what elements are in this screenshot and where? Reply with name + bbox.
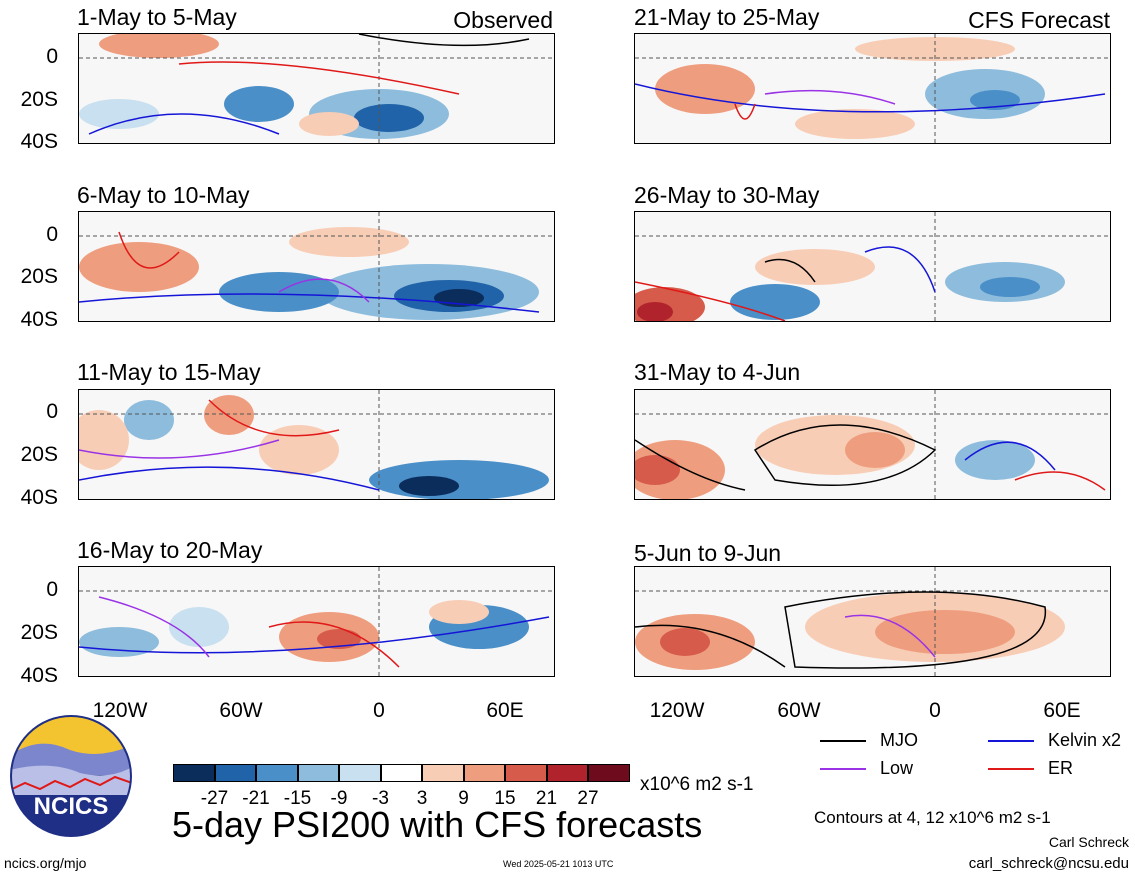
site-link[interactable]: ncics.org/mjo <box>4 855 87 871</box>
lon-label: 60E <box>1043 699 1081 722</box>
legend-line-mjo <box>820 740 866 742</box>
colorbar-cell <box>463 764 505 782</box>
colorbar-tick: -27 <box>200 788 229 809</box>
map-field <box>79 567 554 676</box>
map-field <box>79 34 554 143</box>
map-panel <box>78 389 555 500</box>
lat-label: 40S <box>20 308 58 331</box>
lon-label: 120W <box>92 699 148 722</box>
map-field <box>79 212 554 321</box>
lat-label: 40S <box>20 664 58 687</box>
panel-title: 21-May to 25-May <box>634 4 820 30</box>
legend-line-kelvin <box>988 740 1034 742</box>
colorbar-tick: 27 <box>577 788 599 809</box>
colorbar-cell <box>588 764 630 782</box>
map-panel <box>78 211 555 322</box>
colorbar-tick: -9 <box>330 788 348 809</box>
panel-title: 1-May to 5-May <box>77 4 237 30</box>
map-field <box>635 34 1110 143</box>
logo-text: NCICS <box>33 793 109 820</box>
map-field <box>635 390 1110 499</box>
lat-label: 0 <box>46 578 58 601</box>
panel-title: 11-May to 15-May <box>77 359 261 385</box>
colorbar-tick: -3 <box>372 788 389 809</box>
lat-label: 40S <box>20 130 58 153</box>
lat-label: 20S <box>20 621 58 644</box>
author: Carl Schreck <box>1048 834 1129 850</box>
colorbar-cell <box>505 764 547 782</box>
colorbar-cell <box>546 764 588 782</box>
colorbar-tick: 21 <box>535 788 558 809</box>
colorbar-tick: -21 <box>242 788 270 809</box>
legend-label-low: Low <box>880 758 914 778</box>
panel-title: 5-Jun to 9-Jun <box>634 540 782 566</box>
legend-label-er: ER <box>1048 758 1074 778</box>
lat-label: 40S <box>20 486 58 509</box>
lon-label: 0 <box>373 699 385 722</box>
colorbar-cell <box>380 764 422 782</box>
lon-label: 0 <box>929 699 941 722</box>
lat-label: 0 <box>46 45 58 68</box>
legend-label-kelvin: Kelvin x2 <box>1048 730 1122 750</box>
main-title: 5-day PSI200 with CFS forecasts <box>172 804 703 845</box>
map-field <box>79 390 554 499</box>
legend-line-low <box>820 768 866 770</box>
map-field <box>635 567 1110 676</box>
lat-label: 20S <box>20 88 58 111</box>
legend-line-er <box>988 768 1034 770</box>
lat-label: 20S <box>20 265 58 288</box>
map-panel <box>634 211 1111 322</box>
panel-title: 26-May to 30-May <box>634 182 820 208</box>
panel-tag: Observed <box>453 7 553 33</box>
contours-note: Contours at 4, 12 x10^6 m2 s-1 <box>814 808 1051 827</box>
lon-label: 60E <box>486 699 524 722</box>
panel-title: 6-May to 10-May <box>77 182 250 208</box>
lat-label: 0 <box>46 400 58 423</box>
colorbar-cell <box>214 764 256 782</box>
lon-label: 120W <box>649 699 705 722</box>
colorbar-tick: 3 <box>416 788 428 809</box>
colorbar-tick: 9 <box>458 788 469 809</box>
colorbar-cell <box>297 764 339 782</box>
colorbar-cell <box>256 764 298 782</box>
lon-label: 60W <box>777 699 821 722</box>
map-panel <box>78 566 555 677</box>
legend-label-mjo: MJO <box>880 730 918 750</box>
ncics-logo: NCICS <box>10 715 132 837</box>
colorbar-cell <box>339 764 381 782</box>
colorbar-tick: -15 <box>283 788 312 809</box>
map-panel <box>78 33 555 144</box>
colorbar-cell <box>422 764 464 782</box>
lat-label: 0 <box>46 223 58 246</box>
timestamp: Wed 2025-05-21 1013 UTC <box>503 859 614 869</box>
colorbar-units: x10^6 m2 s-1 <box>640 774 754 795</box>
email-link[interactable]: carl_schreck@ncsu.edu <box>968 855 1129 872</box>
map-field <box>635 212 1110 321</box>
panel-title: 31-May to 4-Jun <box>634 359 801 385</box>
panel-tag: CFS Forecast <box>968 7 1110 33</box>
colorbar-tick: 15 <box>494 788 516 809</box>
map-panel <box>634 389 1111 500</box>
lon-label: 60W <box>219 699 263 722</box>
map-panel <box>634 566 1111 677</box>
colorbar-cell <box>173 764 215 782</box>
map-panel <box>634 33 1111 144</box>
lat-label: 20S <box>20 443 58 466</box>
panel-title: 16-May to 20-May <box>77 537 263 563</box>
